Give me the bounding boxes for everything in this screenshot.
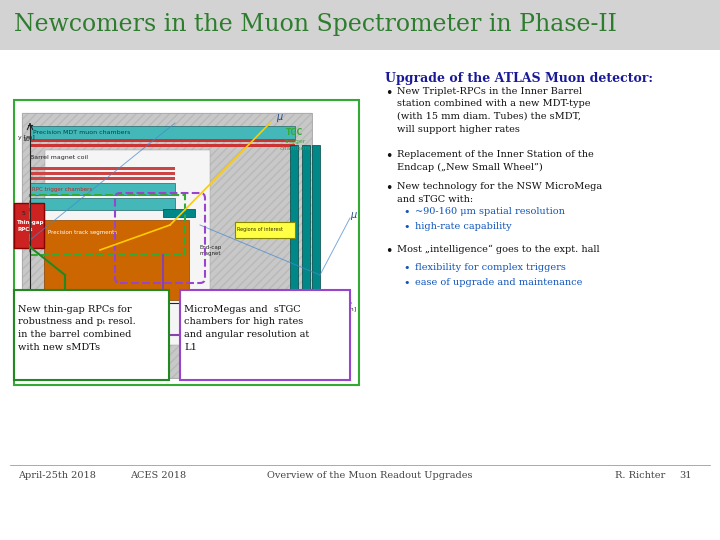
Bar: [30, 144, 295, 147]
Text: ACES 2018: ACES 2018: [130, 470, 186, 480]
Text: high-rate capability: high-rate capability: [415, 222, 512, 231]
Bar: [45, 150, 210, 345]
Bar: [30, 183, 175, 195]
Text: •: •: [403, 263, 410, 273]
Text: Precision MDT muon chambers: Precision MDT muon chambers: [33, 131, 130, 136]
Bar: [14, 100, 359, 385]
Bar: [30, 198, 175, 210]
Bar: [180, 290, 350, 380]
Text: •: •: [385, 245, 392, 258]
Text: Regions of interest: Regions of interest: [237, 227, 283, 233]
Bar: [22, 113, 312, 378]
Text: ease of upgrade and maintenance: ease of upgrade and maintenance: [415, 278, 582, 287]
Text: •: •: [403, 278, 410, 288]
Bar: [0, 0, 720, 50]
Text: •: •: [385, 150, 392, 163]
Text: •: •: [385, 182, 392, 195]
Text: R. Richter: R. Richter: [615, 470, 665, 480]
Text: RPC trigger chambers: RPC trigger chambers: [32, 186, 92, 192]
Bar: [44, 220, 189, 300]
Text: Replacement of the Inner Station of the
Endcap („New Small Wheel”): Replacement of the Inner Station of the …: [397, 150, 594, 172]
Bar: [30, 139, 295, 142]
Text: 31: 31: [679, 470, 691, 480]
Text: 0: 0: [22, 294, 26, 299]
Bar: [30, 195, 185, 255]
Bar: [0, 50, 720, 480]
Text: small wheel: small wheel: [91, 312, 122, 317]
Text: •: •: [403, 207, 410, 217]
Bar: [22, 113, 312, 378]
Text: 5: 5: [94, 306, 96, 311]
Text: New technology for the NSW MicroMega
and sTGC with:: New technology for the NSW MicroMega and…: [397, 182, 602, 204]
Text: Precision track segments: Precision track segments: [48, 230, 117, 235]
Text: 15: 15: [251, 306, 258, 311]
Bar: [14, 203, 44, 248]
Text: chambers: chambers: [279, 146, 310, 151]
Text: 20: 20: [315, 306, 322, 311]
Bar: [163, 209, 195, 217]
Text: Upgrade of the ATLAS Muon detector:: Upgrade of the ATLAS Muon detector:: [385, 72, 653, 85]
Text: 5: 5: [22, 211, 26, 216]
Text: flexibility for complex triggers: flexibility for complex triggers: [415, 263, 566, 272]
Text: MicroMegas and  sTGC
chambers for high rates
and angular resolution at
L1: MicroMegas and sTGC chambers for high ra…: [184, 305, 310, 352]
Bar: [312, 145, 320, 290]
Text: New Triplet-RPCs in the Inner Barrel
station combined with a new MDT-type
(with : New Triplet-RPCs in the Inner Barrel sta…: [397, 87, 590, 133]
Text: μ: μ: [350, 210, 356, 220]
Bar: [30, 167, 175, 170]
Text: trigger: trigger: [284, 139, 306, 144]
Text: TGC: TGC: [287, 128, 304, 137]
Bar: [97, 303, 117, 312]
Text: April-25th 2018: April-25th 2018: [18, 470, 96, 480]
Bar: [30, 177, 175, 180]
Bar: [45, 150, 210, 345]
Text: New thin-gap RPCs for
robustness and pₜ resol.
in the barrel combined
with new s: New thin-gap RPCs for robustness and pₜ …: [18, 305, 136, 352]
Text: Overview of the Muon Readout Upgrades: Overview of the Muon Readout Upgrades: [267, 470, 473, 480]
Bar: [30, 172, 175, 175]
Text: Thin-gap
RPCs: Thin-gap RPCs: [17, 220, 45, 232]
Text: 10: 10: [22, 137, 30, 142]
Bar: [302, 145, 310, 290]
Bar: [235, 222, 295, 238]
Text: z [m]: z [m]: [340, 306, 356, 311]
Text: 10: 10: [186, 306, 194, 311]
Text: y [m]: y [m]: [18, 135, 35, 140]
Text: End-cap
magnet: End-cap magnet: [200, 245, 222, 256]
Text: 0: 0: [28, 306, 32, 311]
Text: Newcomers in the Muon Spectrometer in Phase-II: Newcomers in the Muon Spectrometer in Ph…: [14, 14, 617, 37]
Bar: [14, 290, 169, 380]
Text: •: •: [403, 222, 410, 232]
Bar: [290, 145, 298, 290]
Text: ~90-160 μm spatial resolution: ~90-160 μm spatial resolution: [415, 207, 565, 216]
Bar: [30, 126, 295, 140]
Text: Barrel magnet coil: Barrel magnet coil: [30, 155, 88, 160]
Text: New: New: [100, 306, 114, 310]
Text: Most „intelligence“ goes to the expt. hall: Most „intelligence“ goes to the expt. ha…: [397, 245, 600, 254]
Text: •: •: [385, 87, 392, 100]
Text: μ: μ: [276, 112, 282, 122]
